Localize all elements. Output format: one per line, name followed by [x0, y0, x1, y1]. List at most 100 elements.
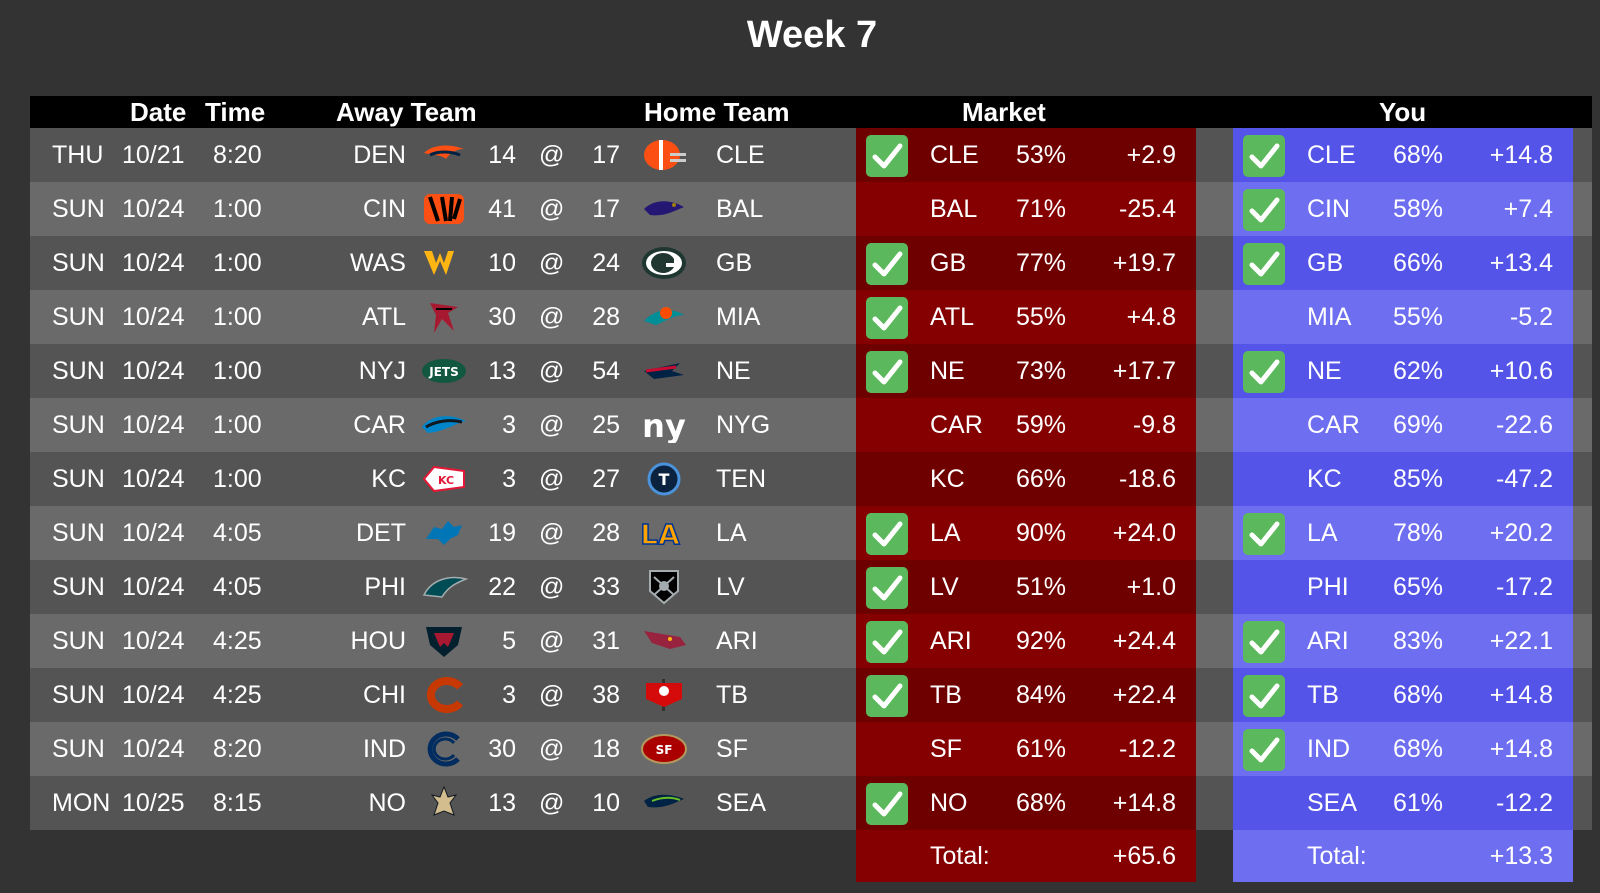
game-day: SUN	[52, 357, 105, 385]
market-pct: 51%	[1015, 573, 1066, 601]
spacer	[1196, 128, 1233, 182]
at-symbol: @	[539, 465, 565, 493]
market-cell: TB 84% +22.4	[856, 668, 1196, 722]
away-team: DET	[356, 519, 406, 547]
market-cell: SF 61% -12.2	[856, 722, 1196, 776]
header-time: Time	[205, 97, 266, 127]
market-pct: 77%	[1015, 249, 1066, 277]
market-pct: 59%	[1015, 411, 1066, 439]
market-points: -18.6	[1119, 465, 1176, 493]
table-row: SUN 10/24 1:00 KC KC 3 @27 T TEN KC 66% -18.6 KC 85% -…	[30, 452, 1592, 506]
at-symbol: @	[539, 411, 565, 439]
away-team: KC	[371, 465, 406, 493]
market-points: +17.7	[1112, 357, 1176, 385]
table-row: SUN 10/24 1:00 CIN 41 @17 BAL BAL 71% -25.4 CIN 58%…	[30, 182, 1592, 236]
game-time: 8:15	[213, 789, 262, 817]
you-team: TB	[1307, 681, 1339, 709]
you-team: ARI	[1307, 627, 1349, 655]
market-total-label: Total:	[930, 842, 990, 870]
you-team: PHI	[1307, 573, 1349, 601]
you-pct: 65%	[1392, 573, 1443, 601]
market-team: ARI	[930, 627, 972, 655]
check-icon	[1243, 135, 1285, 177]
you-pct: 62%	[1392, 357, 1443, 385]
market-cell: ATL 55% +4.8	[856, 290, 1196, 344]
game-time: 1:00	[213, 411, 262, 439]
game-cell: SUN 10/24 1:00 CIN 41 @17 BAL	[30, 182, 856, 236]
you-points: +22.1	[1489, 627, 1553, 655]
table-row: SUN 10/24 1:00 ATL 30 @28 MIA ATL 55% +4.8 MIA 55% -…	[30, 290, 1592, 344]
market-pct: 84%	[1015, 681, 1066, 709]
market-points: -25.4	[1119, 195, 1176, 223]
game-date: 10/24	[122, 195, 185, 223]
game-date: 10/24	[122, 573, 185, 601]
market-team: NE	[930, 357, 965, 385]
away-score: 3	[502, 411, 516, 439]
game-cell: SUN 10/24 4:25 CHI 3 @38 TB	[30, 668, 856, 722]
at-symbol: @	[539, 249, 565, 277]
market-pct: 92%	[1015, 627, 1066, 655]
market-team: SF	[930, 735, 962, 763]
check-icon	[866, 135, 908, 177]
spacer	[1196, 344, 1233, 398]
patriots-logo-icon	[640, 353, 688, 389]
check-icon	[1243, 351, 1285, 393]
spacer	[1573, 398, 1592, 452]
you-cell: CIN 58% +7.4	[1233, 182, 1573, 236]
market-team: TB	[930, 681, 962, 709]
market-points: -12.2	[1119, 735, 1176, 763]
you-points: +14.8	[1489, 141, 1553, 169]
away-score: 19	[488, 519, 516, 547]
svg-text:KC: KC	[438, 474, 454, 487]
market-points: -9.8	[1132, 411, 1176, 439]
you-cell: SEA 61% -12.2	[1233, 776, 1573, 830]
at-symbol: @	[539, 573, 565, 601]
you-cell: NE 62% +10.6	[1233, 344, 1573, 398]
ravens-logo-icon	[640, 191, 688, 227]
you-pct: 78%	[1392, 519, 1443, 547]
games-table: THU 10/21 8:20 DEN 14 @17 CLE CLE 53% +2.9 CLE 68% +…	[30, 128, 1592, 830]
away-team: ATL	[362, 303, 406, 331]
game-day: SUN	[52, 627, 105, 655]
browns-helmet-icon	[640, 137, 688, 173]
seahawks-logo-icon	[640, 785, 688, 821]
check-icon	[1243, 513, 1285, 555]
table-header: Date Time Away Team Home Team Market You	[30, 96, 1592, 128]
away-score: 13	[488, 789, 516, 817]
you-cell: CAR 69% -22.6	[1233, 398, 1573, 452]
you-cell: MIA 55% -5.2	[1233, 290, 1573, 344]
saints-logo-icon	[420, 785, 468, 821]
spacer	[1196, 506, 1233, 560]
check-icon	[866, 297, 908, 339]
cardinals-logo-icon	[640, 623, 688, 659]
game-day: SUN	[52, 411, 105, 439]
market-pct: 73%	[1015, 357, 1066, 385]
market-total-row: Total: +65.6	[856, 830, 1196, 882]
table-row: THU 10/21 8:20 DEN 14 @17 CLE CLE 53% +2.9 CLE 68% +…	[30, 128, 1592, 182]
away-team: DEN	[353, 141, 406, 169]
table-row: SUN 10/24 1:00 CAR 3 @25 ny NYG CAR 59% -9.8 CAR 69%…	[30, 398, 1592, 452]
home-score: 18	[592, 735, 620, 763]
table-row: SUN 10/24 4:05 DET 19 @28 LA LA LA 90% +24.0 LA 78% +…	[30, 506, 1592, 560]
market-points: +14.8	[1112, 789, 1176, 817]
game-day: SUN	[52, 735, 105, 763]
bears-logo-icon	[420, 677, 468, 713]
game-date: 10/25	[122, 789, 185, 817]
home-score: 54	[592, 357, 620, 385]
market-points: +19.7	[1112, 249, 1176, 277]
you-cell: KC 85% -47.2	[1233, 452, 1573, 506]
game-cell: SUN 10/24 1:00 NYJ JETS 13 @54 NE	[30, 344, 856, 398]
spacer	[1573, 344, 1592, 398]
game-time: 1:00	[213, 195, 262, 223]
packers-logo-icon	[640, 245, 688, 281]
you-team: CAR	[1307, 411, 1360, 439]
market-team: BAL	[930, 195, 978, 223]
falcons-logo-icon	[420, 299, 468, 335]
header-market: Market	[962, 97, 1046, 127]
game-date: 10/24	[122, 681, 185, 709]
market-pct: 90%	[1015, 519, 1066, 547]
market-cell: GB 77% +19.7	[856, 236, 1196, 290]
market-pct: 61%	[1015, 735, 1066, 763]
away-score: 5	[502, 627, 516, 655]
you-pct: 83%	[1392, 627, 1443, 655]
